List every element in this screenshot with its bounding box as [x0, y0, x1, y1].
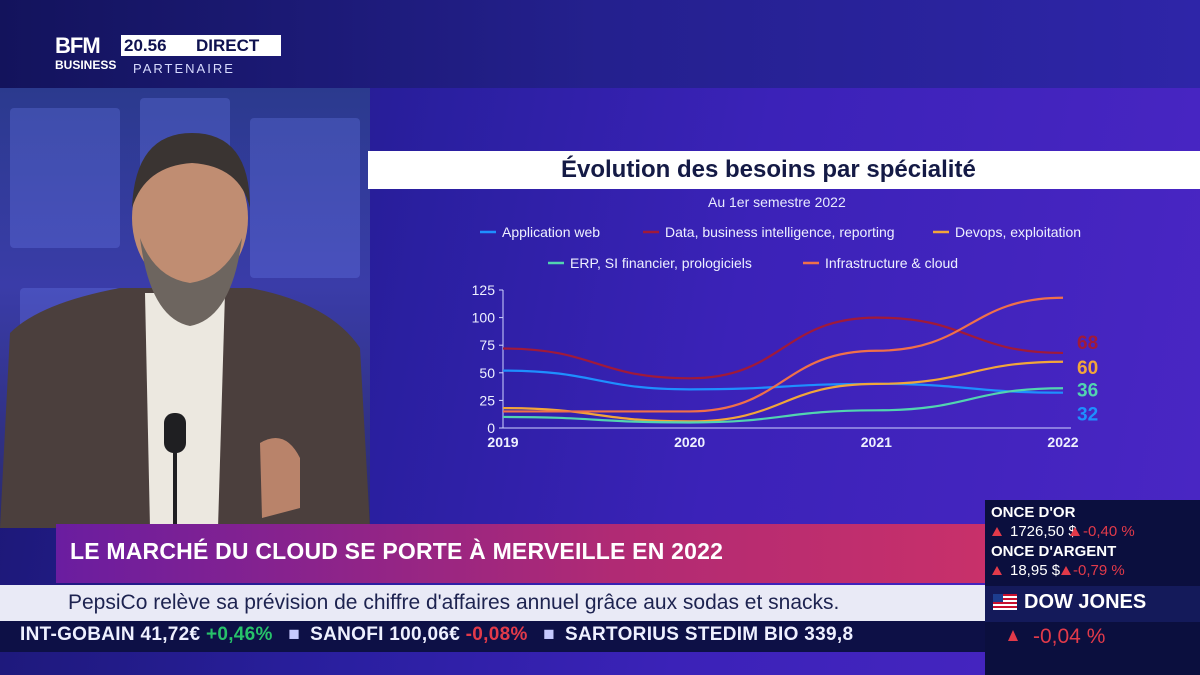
clock-box [121, 35, 281, 56]
chart-title-band [368, 151, 1200, 189]
legend-label: ERP, SI financier, prologiciels [570, 255, 752, 271]
ticker-change: -0,08% [465, 624, 534, 645]
series-line [502, 369, 1064, 394]
down-arrow-icon [992, 566, 1002, 575]
silver-change: -0,79 % [1073, 562, 1125, 579]
series-end-label: 60 [1077, 358, 1098, 379]
legend-label: Application web [502, 224, 600, 240]
y-tick-label: 50 [479, 365, 495, 381]
series-line [502, 387, 1064, 424]
x-tick-label: 2020 [674, 434, 705, 450]
x-tick-label: 2021 [861, 434, 892, 450]
gold-title: ONCE D'OR [991, 504, 1076, 521]
channel-logo-subtitle: BUSINESS [55, 58, 117, 72]
live-label: DIRECT [196, 36, 260, 55]
ticker-name: SARTORIUS STEDIM BIO [565, 624, 805, 645]
chart-subtitle: Au 1er semestre 2022 [708, 194, 846, 210]
series-line [502, 316, 1064, 380]
legend-label: Devops, exploitation [955, 224, 1081, 240]
presenter-image [0, 133, 370, 528]
down-arrow-icon [1070, 527, 1080, 536]
down-arrow-icon [1061, 566, 1071, 575]
y-tick-label: 75 [479, 337, 495, 353]
silver-price: 18,95 $ [1010, 562, 1061, 579]
y-tick-label: 0 [487, 420, 495, 436]
partner-tag: PARTENAIRE [133, 61, 235, 76]
series-end-label: 36 [1077, 380, 1098, 401]
x-tick-label: 2022 [1047, 434, 1078, 450]
line-chart: Application web Data, business intelligen… [472, 224, 1099, 450]
ticker-price: 100,06€ [389, 624, 466, 645]
gold-price: 1726,50 $ [1010, 523, 1077, 540]
news-text: PepsiCo relève sa prévision de chiffre d… [68, 591, 840, 614]
ticker-name: SANOFI [310, 624, 390, 645]
y-tick-label: 125 [472, 282, 496, 298]
chart-axes: 0 25 50 75 100 125 2019 2020 2021 2022 [472, 282, 1079, 450]
gold-change: -0,40 % [1083, 523, 1135, 540]
ticker-name: INT-GOBAIN [20, 624, 141, 645]
legend-label: Infrastructure & cloud [825, 255, 958, 271]
ticker-item: INT-GOBAIN 41,72€ +0,46% [0, 624, 278, 645]
headline-band [56, 524, 986, 583]
ticker-separator-icon: ■ [543, 624, 556, 645]
series-line [503, 296, 1064, 413]
ticker-item: ■ SARTORIUS STEDIM BIO 339,8 [533, 624, 853, 645]
ticker-price: 339,8 [804, 624, 854, 645]
ticker-separator-icon: ■ [288, 624, 301, 645]
headline: LE MARCHÉ DU CLOUD SE PORTE À MERVEILLE … [70, 538, 724, 564]
series-line [502, 360, 1064, 423]
stock-ticker: INT-GOBAIN 41,72€ +0,46% ■ SANOFI 100,06€… [0, 624, 853, 646]
dow-row [985, 586, 1200, 622]
chart-series [502, 296, 1064, 424]
news-band [0, 585, 985, 621]
series-end-label: 68 [1077, 333, 1098, 354]
legend-label: Data, business intelligence, reporting [665, 224, 895, 240]
series-end-label: 32 [1077, 405, 1098, 426]
down-arrow-icon [992, 527, 1002, 536]
down-arrow-icon [1008, 630, 1018, 641]
dow-change: -0,04 % [1033, 625, 1106, 648]
y-tick-label: 25 [479, 392, 495, 408]
ticker-item: ■ SANOFI 100,06€ -0,08% [278, 624, 533, 645]
silver-title: ONCE D'ARGENT [991, 543, 1117, 560]
clock-time: 20.56 [124, 36, 167, 55]
us-flag-icon [993, 594, 1017, 610]
chart-legend: Application web Data, business intelligen… [480, 224, 1081, 271]
y-tick-label: 100 [472, 310, 496, 326]
ticker-price: 41,72€ [140, 624, 206, 645]
channel-logo: BFM [55, 33, 101, 58]
x-tick-label: 2019 [487, 434, 518, 450]
chart-title: Évolution des besoins par spécialité [561, 156, 976, 183]
stock-ticker-band [0, 621, 985, 652]
dow-title: DOW JONES [1024, 591, 1147, 613]
ticker-change: +0,46% [205, 624, 279, 645]
